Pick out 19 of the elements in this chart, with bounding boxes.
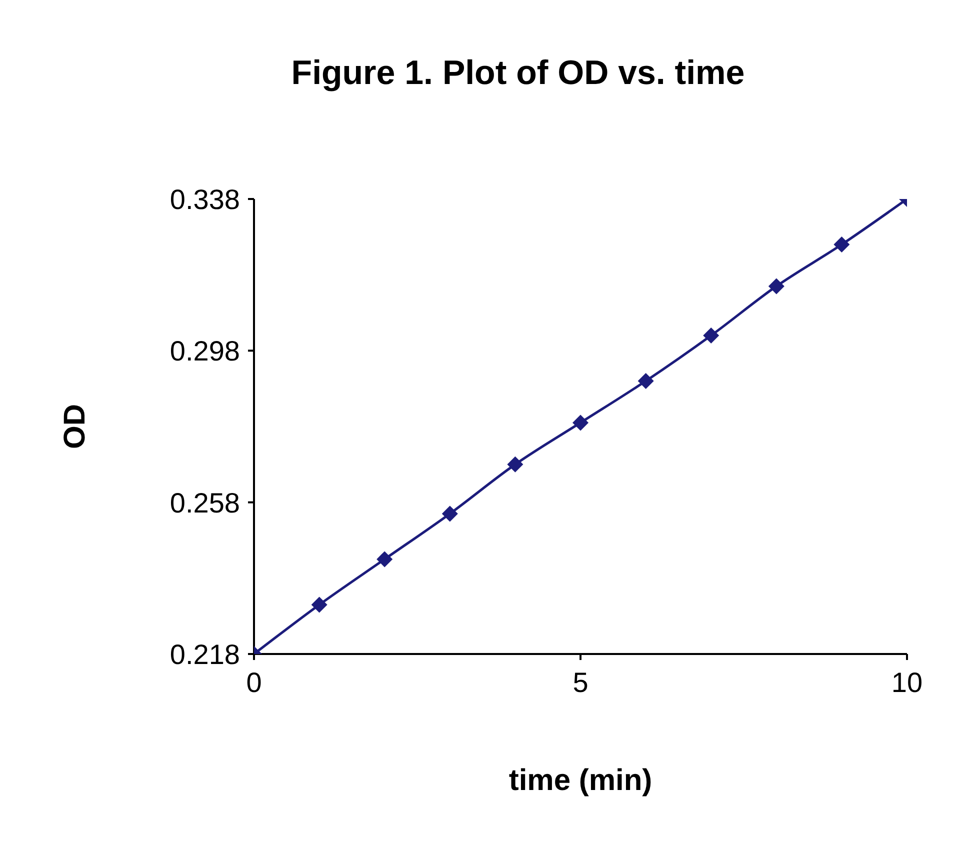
point (703, 328, 720, 344)
point (311, 596, 328, 613)
point (572, 414, 588, 431)
point (638, 373, 654, 389)
x-tick-label: 5 (572, 666, 588, 698)
y-tick-label: 0.298 (170, 336, 240, 367)
y-tick-label: 0.338 (170, 184, 240, 215)
point (834, 236, 850, 252)
x-tick-label: 10 (891, 666, 923, 698)
y-tick-label: 0.218 (170, 638, 240, 670)
y-axis-title: OD (58, 404, 92, 449)
y-tick-label: 0.258 (170, 487, 240, 518)
point (768, 278, 784, 294)
point (376, 551, 393, 568)
point (507, 456, 524, 472)
x-axis-title: time (min) (508, 764, 652, 797)
point (442, 506, 458, 522)
x-tick-label: 0 (246, 666, 262, 698)
chart-title: Figure 1. Plot of OD vs. time (290, 54, 746, 93)
